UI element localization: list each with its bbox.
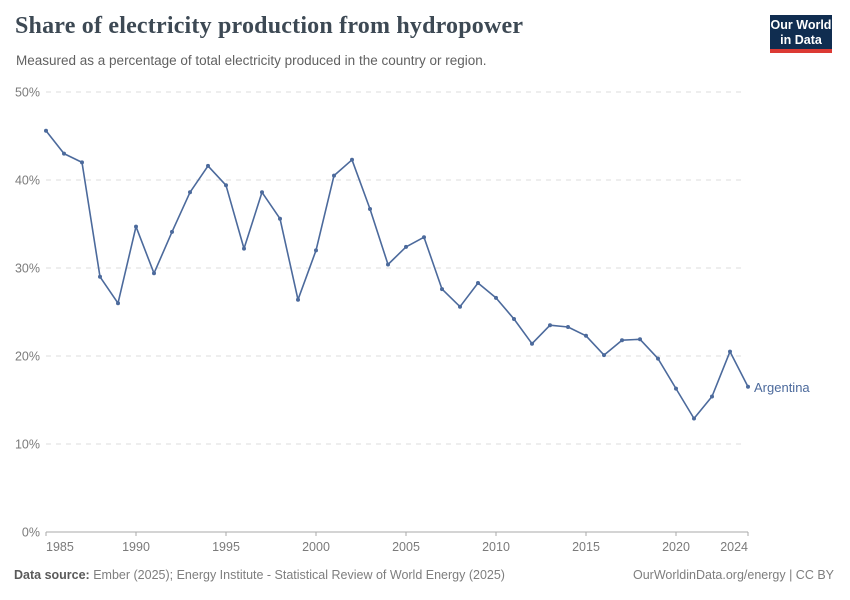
data-point bbox=[206, 163, 210, 168]
x-axis-label: 1990 bbox=[122, 540, 150, 554]
data-point bbox=[656, 356, 660, 361]
data-point bbox=[332, 173, 336, 178]
x-axis-label: 2020 bbox=[662, 540, 690, 554]
data-point bbox=[296, 297, 300, 302]
data-point bbox=[224, 183, 228, 188]
page-title: Share of electricity production from hyd… bbox=[15, 13, 524, 39]
data-point bbox=[710, 394, 714, 399]
data-point bbox=[422, 235, 426, 240]
data-point bbox=[98, 274, 102, 279]
y-axis-label: 20% bbox=[15, 350, 40, 364]
data-point bbox=[458, 304, 462, 309]
data-point bbox=[350, 157, 354, 162]
data-point bbox=[170, 229, 174, 234]
data-point bbox=[440, 287, 444, 292]
data-point bbox=[548, 323, 552, 328]
data-point bbox=[278, 216, 282, 221]
page-subtitle: Measured as a percentage of total electr… bbox=[16, 53, 487, 68]
data-point bbox=[62, 151, 66, 156]
owid-logo: Our World in Data bbox=[770, 15, 832, 53]
owid-logo-line1: Our World bbox=[770, 18, 832, 32]
x-axis-label: 2005 bbox=[392, 540, 420, 554]
data-point bbox=[152, 271, 156, 276]
data-point bbox=[620, 338, 624, 343]
series-label-argentina: Argentina bbox=[754, 380, 810, 395]
data-line-argentina bbox=[45, 130, 749, 420]
data-point bbox=[530, 341, 534, 346]
data-source-label: Data source: bbox=[14, 568, 90, 582]
data-point bbox=[494, 295, 498, 300]
chart-footer: Data source: Ember (2025); Energy Instit… bbox=[0, 568, 850, 582]
data-point bbox=[746, 384, 750, 389]
y-axis-label: 10% bbox=[15, 438, 40, 452]
data-point bbox=[566, 325, 570, 329]
data-point bbox=[728, 349, 732, 354]
data-point bbox=[368, 207, 372, 211]
data-source-note: Data source: Ember (2025); Energy Instit… bbox=[14, 568, 505, 582]
data-point bbox=[674, 386, 678, 391]
y-axis-label: 0% bbox=[22, 526, 40, 540]
data-point bbox=[404, 244, 408, 249]
y-axis-label: 50% bbox=[15, 86, 40, 100]
data-point bbox=[44, 128, 48, 133]
data-point bbox=[386, 262, 390, 267]
data-point bbox=[80, 160, 84, 165]
x-axis-label: 1985 bbox=[46, 540, 74, 554]
data-point bbox=[242, 246, 246, 251]
x-axis-label: 2015 bbox=[572, 540, 600, 554]
x-axis-label: 1995 bbox=[212, 540, 240, 554]
data-point bbox=[638, 337, 642, 342]
data-point bbox=[692, 416, 696, 421]
data-point bbox=[602, 353, 606, 358]
x-axis-label: 2000 bbox=[302, 540, 330, 554]
x-axis-label: 2024 bbox=[720, 540, 748, 554]
data-point bbox=[116, 301, 120, 306]
y-axis-label: 30% bbox=[15, 262, 40, 276]
data-source-value: Ember (2025); Energy Institute - Statist… bbox=[93, 568, 505, 582]
license-link[interactable]: OurWorldinData.org/energy | CC BY bbox=[632, 568, 834, 582]
data-point bbox=[584, 333, 588, 338]
data-point bbox=[188, 190, 192, 195]
data-point bbox=[476, 281, 480, 285]
data-point bbox=[134, 224, 138, 229]
data-point bbox=[314, 248, 318, 253]
x-axis-label: 2010 bbox=[482, 540, 510, 554]
data-point bbox=[512, 317, 516, 321]
owid-logo-line2: in Data bbox=[780, 33, 822, 48]
y-axis-label: 40% bbox=[15, 174, 40, 188]
data-point bbox=[260, 190, 264, 195]
